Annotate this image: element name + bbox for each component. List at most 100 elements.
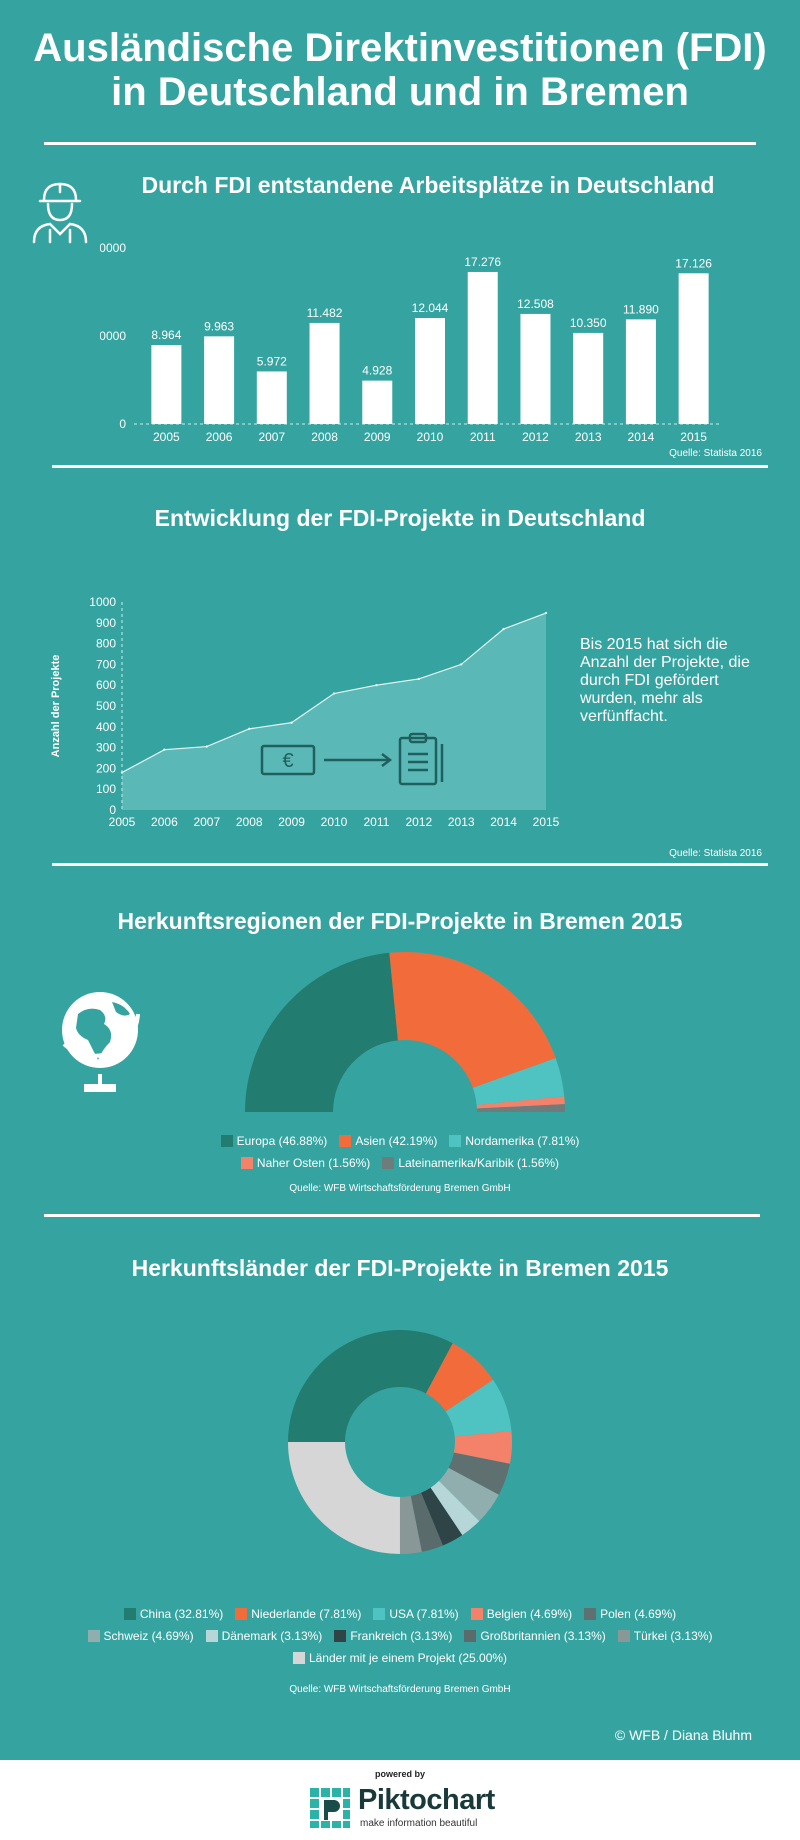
- bar-value-label: 11.890: [623, 302, 659, 316]
- regions-semi-donut-chart: [245, 952, 565, 1112]
- data-point: [163, 748, 166, 751]
- data-point: [544, 611, 548, 615]
- y-tick-label: 300: [96, 741, 116, 755]
- data-point: [502, 627, 505, 631]
- x-tick-label: 2009: [278, 815, 305, 829]
- x-tick-label: 2007: [193, 815, 220, 829]
- x-tick-label: 2014: [628, 430, 655, 444]
- legend-item: Lateinamerika/Karibik (1.56%): [382, 1152, 559, 1174]
- y-axis-label: Anzahl der Projekte: [50, 655, 62, 758]
- legend-item: Europa (46.88%): [220, 1130, 327, 1152]
- legend-item: Niederlande (7.81%): [235, 1603, 361, 1625]
- legend-item: Großbritannien (3.13%): [464, 1625, 606, 1647]
- arrow-right-icon: [324, 753, 393, 767]
- legend-swatch: [617, 1630, 630, 1642]
- data-point: [417, 677, 420, 681]
- legend-swatch: [292, 1652, 305, 1664]
- y-tick-label: 1000: [89, 595, 116, 609]
- country-slice: [288, 1442, 400, 1554]
- brand-tagline: make information beautiful: [360, 1818, 478, 1829]
- divider: [44, 1214, 760, 1217]
- jobs-bar-chart: 0 10000 20000 8.964 2005 9.963 2006 5.972 2007 11…: [100, 241, 720, 444]
- legend-swatch: [334, 1630, 347, 1642]
- legend-item: Türkei (3.13%): [617, 1625, 713, 1647]
- bar: [520, 313, 551, 424]
- bar: [625, 319, 656, 424]
- legend-item: Schweiz (4.69%): [87, 1625, 194, 1647]
- bar-value-label: 9.963: [204, 319, 234, 333]
- y-tick-label: 400: [96, 720, 116, 734]
- country-slice: [453, 1430, 512, 1464]
- data-point: [290, 721, 293, 724]
- country-slice: [430, 1480, 480, 1536]
- legend-swatch: [87, 1630, 100, 1642]
- section2-title: Entwicklung der FDI-Projekte in Deutschl…: [154, 505, 646, 531]
- y-tick-label: 700: [96, 657, 116, 671]
- x-tick-label: 2012: [405, 815, 432, 829]
- area-fill: [122, 613, 546, 810]
- y-tick-label: 200: [96, 761, 116, 775]
- x-tick-label: 2013: [448, 815, 475, 829]
- legend-item: USA (7.81%): [373, 1603, 459, 1625]
- projects-area-chart: 0 100 200 300 400 500 600 700 800 900 1000 2005 2006…: [50, 595, 560, 829]
- region-slice: [245, 952, 398, 1112]
- x-tick-label: 2007: [258, 430, 285, 444]
- x-tick-label: 2006: [206, 430, 233, 444]
- legend-label: Niederlande (7.81%): [251, 1607, 362, 1621]
- y-tick-label: 10000: [100, 329, 126, 343]
- country-slice: [288, 1330, 453, 1442]
- data-point: [375, 684, 378, 687]
- legend-item: Nordamerika (7.81%): [449, 1130, 579, 1152]
- section1-source: Quelle: Statista 2016: [669, 448, 762, 459]
- bar-value-label: 5.972: [257, 354, 287, 368]
- legend-label: Asien (42.19%): [355, 1134, 438, 1148]
- x-tick-label: 2010: [417, 430, 444, 444]
- data-point: [332, 692, 336, 695]
- x-tick-label: 2005: [153, 430, 180, 444]
- x-tick-label: 2012: [522, 430, 549, 444]
- bar-value-label: 8.964: [151, 328, 181, 342]
- legend-item: China (32.81%): [123, 1603, 223, 1625]
- legend-item: Belgien (4.69%): [470, 1603, 572, 1625]
- copyright: © WFB / Diana Bluhm: [614, 1727, 752, 1743]
- region-slice: [476, 1096, 565, 1109]
- page-title: Ausländische Direktinvestitionen (FDI) i…: [0, 26, 800, 114]
- x-tick-label: 2011: [470, 430, 496, 444]
- legend-swatch: [205, 1630, 218, 1642]
- regions-legend: Europa (46.88%) Asien (42.19%) Nordamerika…: [0, 1130, 800, 1174]
- data-point: [205, 745, 208, 748]
- bar: [256, 371, 287, 424]
- country-slice: [421, 1487, 463, 1546]
- legend-label: Polen (4.69%): [600, 1607, 677, 1621]
- countries-donut-chart: [288, 1330, 512, 1554]
- section1-title: Durch FDI entstandene Arbeitsplätze in D…: [141, 172, 715, 198]
- bar-value-label: 17.276: [464, 255, 501, 269]
- legend-label: Türkei (3.13%): [633, 1629, 713, 1643]
- legend-swatch: [240, 1157, 253, 1169]
- bar: [573, 332, 604, 424]
- brand-name[interactable]: Piktochart: [358, 1784, 495, 1816]
- x-tick-label: 2014: [490, 815, 517, 829]
- data-point: [248, 727, 251, 731]
- legend-swatch: [584, 1608, 597, 1620]
- clipboard-icon: [398, 732, 444, 786]
- x-tick-label: 2008: [311, 430, 338, 444]
- y-tick-label: 800: [96, 637, 116, 651]
- legend-swatch: [235, 1608, 248, 1620]
- legend-item: Länder mit je einem Projekt (25.00%): [292, 1647, 507, 1669]
- legend-label: Lateinamerika/Karibik (1.56%): [398, 1156, 560, 1170]
- page-title-line1: Ausländische Direktinvestitionen (FDI): [33, 26, 767, 70]
- legend-swatch: [373, 1608, 386, 1620]
- bar-value-label: 11.482: [307, 306, 343, 320]
- x-tick-label: 2006: [151, 815, 178, 829]
- legend-swatch: [382, 1157, 395, 1169]
- divider: [52, 465, 768, 468]
- y-tick-label: 0: [109, 803, 116, 817]
- legend-item: Naher Osten (1.56%): [240, 1152, 370, 1174]
- piktochart-logo-icon[interactable]: [308, 1786, 352, 1830]
- country-slice: [410, 1492, 443, 1552]
- country-slice: [399, 1495, 422, 1554]
- legend-label: Großbritannien (3.13%): [480, 1629, 606, 1643]
- divider: [52, 863, 768, 866]
- region-slice: [472, 1058, 565, 1105]
